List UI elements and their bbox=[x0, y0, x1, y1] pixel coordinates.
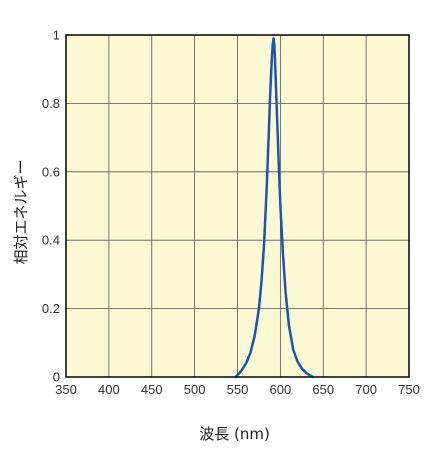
x-tick-label: 500 bbox=[184, 382, 206, 397]
x-tick-label: 600 bbox=[270, 382, 292, 397]
x-tick-label: 550 bbox=[227, 382, 249, 397]
x-tick-label: 750 bbox=[398, 382, 420, 397]
x-tick-label: 400 bbox=[98, 382, 120, 397]
spectrum-series-line bbox=[234, 37, 315, 379]
series-layer bbox=[234, 37, 315, 379]
y-tick-label: 0.8 bbox=[42, 96, 60, 111]
y-tick-label: 1 bbox=[53, 28, 60, 43]
x-tick-label: 650 bbox=[312, 382, 334, 397]
x-axis-title: 波長 (nm) bbox=[199, 425, 270, 443]
grid-lines bbox=[66, 35, 409, 377]
y-tick-label: 0 bbox=[53, 370, 60, 385]
x-tick-labels: 350 400 450 500 550 600 650 700 750 bbox=[55, 382, 420, 397]
y-tick-label: 0.2 bbox=[42, 301, 60, 316]
y-tick-label: 0.4 bbox=[42, 233, 60, 248]
x-tick-label: 350 bbox=[55, 382, 77, 397]
y-axis-title: 相対エネルギー bbox=[12, 159, 30, 264]
x-tick-label: 450 bbox=[141, 382, 163, 397]
y-tick-label: 0.6 bbox=[42, 164, 60, 179]
x-tick-label: 700 bbox=[355, 382, 377, 397]
y-tick-labels: 0 0.2 0.4 0.6 0.8 1 bbox=[42, 28, 60, 385]
plot-frame bbox=[65, 34, 410, 378]
